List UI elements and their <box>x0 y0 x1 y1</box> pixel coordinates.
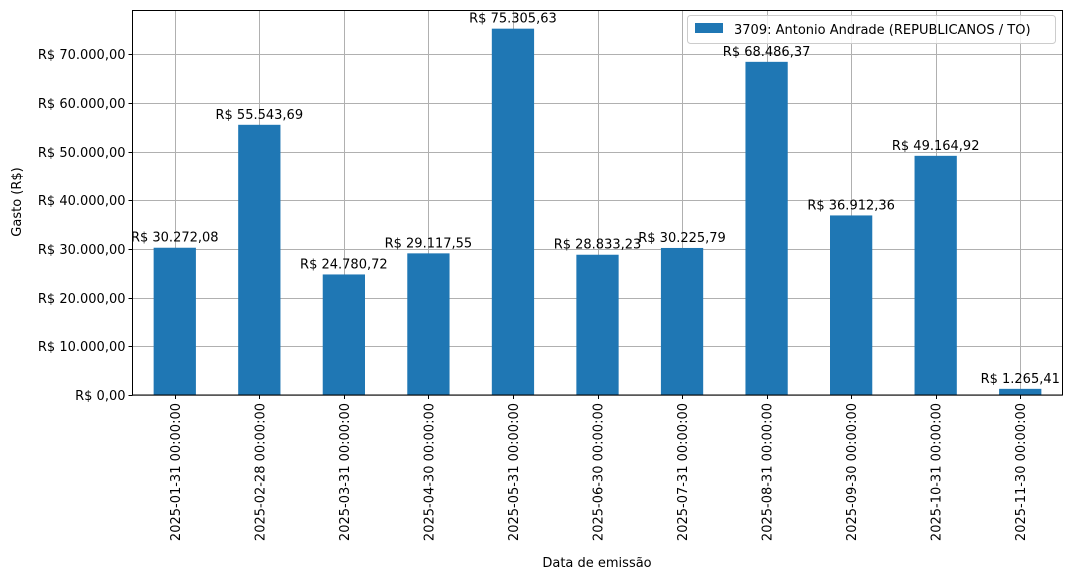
legend-swatch <box>695 23 723 33</box>
x-tick-label: 2025-01-31 00:00:00 <box>169 403 184 541</box>
y-axis-ticks: R$ 0,00 R$ 10.000,00 R$ 20.000,00 R$ 30.000… <box>38 48 133 404</box>
bar <box>407 253 450 395</box>
bar-value-label: R$ 49.164,92 <box>892 139 980 154</box>
bar-value-label: R$ 24.780,72 <box>300 257 388 272</box>
y-tick-label: R$ 0,00 <box>75 389 125 404</box>
y-axis-label: Gasto (R$) <box>10 167 25 236</box>
bars <box>153 28 1042 396</box>
bar-value-label: R$ 1.265,41 <box>981 372 1060 387</box>
x-tick-label: 2025-09-30 00:00:00 <box>845 403 860 541</box>
bar-value-label: R$ 68.486,37 <box>723 45 811 60</box>
bar-value-labels: R$ 30.272,08 R$ 55.543,69 R$ 24.780,72 R$ 2… <box>131 12 1060 387</box>
x-axis-label: Data de emissão <box>542 556 651 571</box>
y-tick-label: R$ 30.000,00 <box>38 243 126 258</box>
bar <box>322 274 365 395</box>
x-tick-label: 2025-08-31 00:00:00 <box>761 403 776 541</box>
x-tick-label: 2025-03-31 00:00:00 <box>338 403 353 541</box>
bar <box>999 388 1042 395</box>
x-tick-label: 2025-06-30 00:00:00 <box>592 403 607 541</box>
bar-value-label: R$ 30.225,79 <box>638 231 726 246</box>
x-tick-label: 2025-02-28 00:00:00 <box>253 403 268 541</box>
plot-area-frame <box>132 10 1063 396</box>
legend: 3709: Antonio Andrade (REPUBLICANOS / TO… <box>687 15 1056 44</box>
y-tick-label: R$ 20.000,00 <box>38 292 126 307</box>
bar-value-label: R$ 28.833,23 <box>554 238 642 253</box>
x-tick-label: 2025-10-31 00:00:00 <box>930 403 945 541</box>
bar <box>830 215 873 395</box>
y-tick-label: R$ 60.000,00 <box>38 97 126 112</box>
bar <box>914 155 957 395</box>
y-tick-label: R$ 10.000,00 <box>38 340 126 355</box>
bar-value-label: R$ 36.912,36 <box>807 198 895 213</box>
y-tick-label: R$ 70.000,00 <box>38 48 126 63</box>
legend-label: 3709: Antonio Andrade (REPUBLICANOS / TO… <box>734 23 1031 38</box>
y-tick-label: R$ 40.000,00 <box>38 194 126 209</box>
legend-box <box>687 15 1056 44</box>
bar-value-label: R$ 29.117,55 <box>385 236 473 251</box>
y-tick-label: R$ 50.000,00 <box>38 146 126 161</box>
bar <box>660 247 704 395</box>
bar <box>576 254 619 395</box>
bar <box>745 61 788 396</box>
bar <box>153 247 196 395</box>
x-tick-label: 2025-11-30 00:00:00 <box>1014 403 1029 541</box>
bar-value-label: R$ 75.305,63 <box>469 12 557 27</box>
bar <box>491 28 535 395</box>
x-tick-label: 2025-04-30 00:00:00 <box>422 403 437 541</box>
bar-value-label: R$ 30.272,08 <box>131 231 219 246</box>
x-tick-label: 2025-05-31 00:00:00 <box>507 403 522 541</box>
bar <box>238 124 281 395</box>
x-tick-label: 2025-07-31 00:00:00 <box>676 403 691 541</box>
x-axis-ticks: 2025-01-31 00:00:00 2025-02-28 00:00:00 20… <box>169 395 1029 541</box>
bar-value-label: R$ 55.543,69 <box>216 108 304 123</box>
